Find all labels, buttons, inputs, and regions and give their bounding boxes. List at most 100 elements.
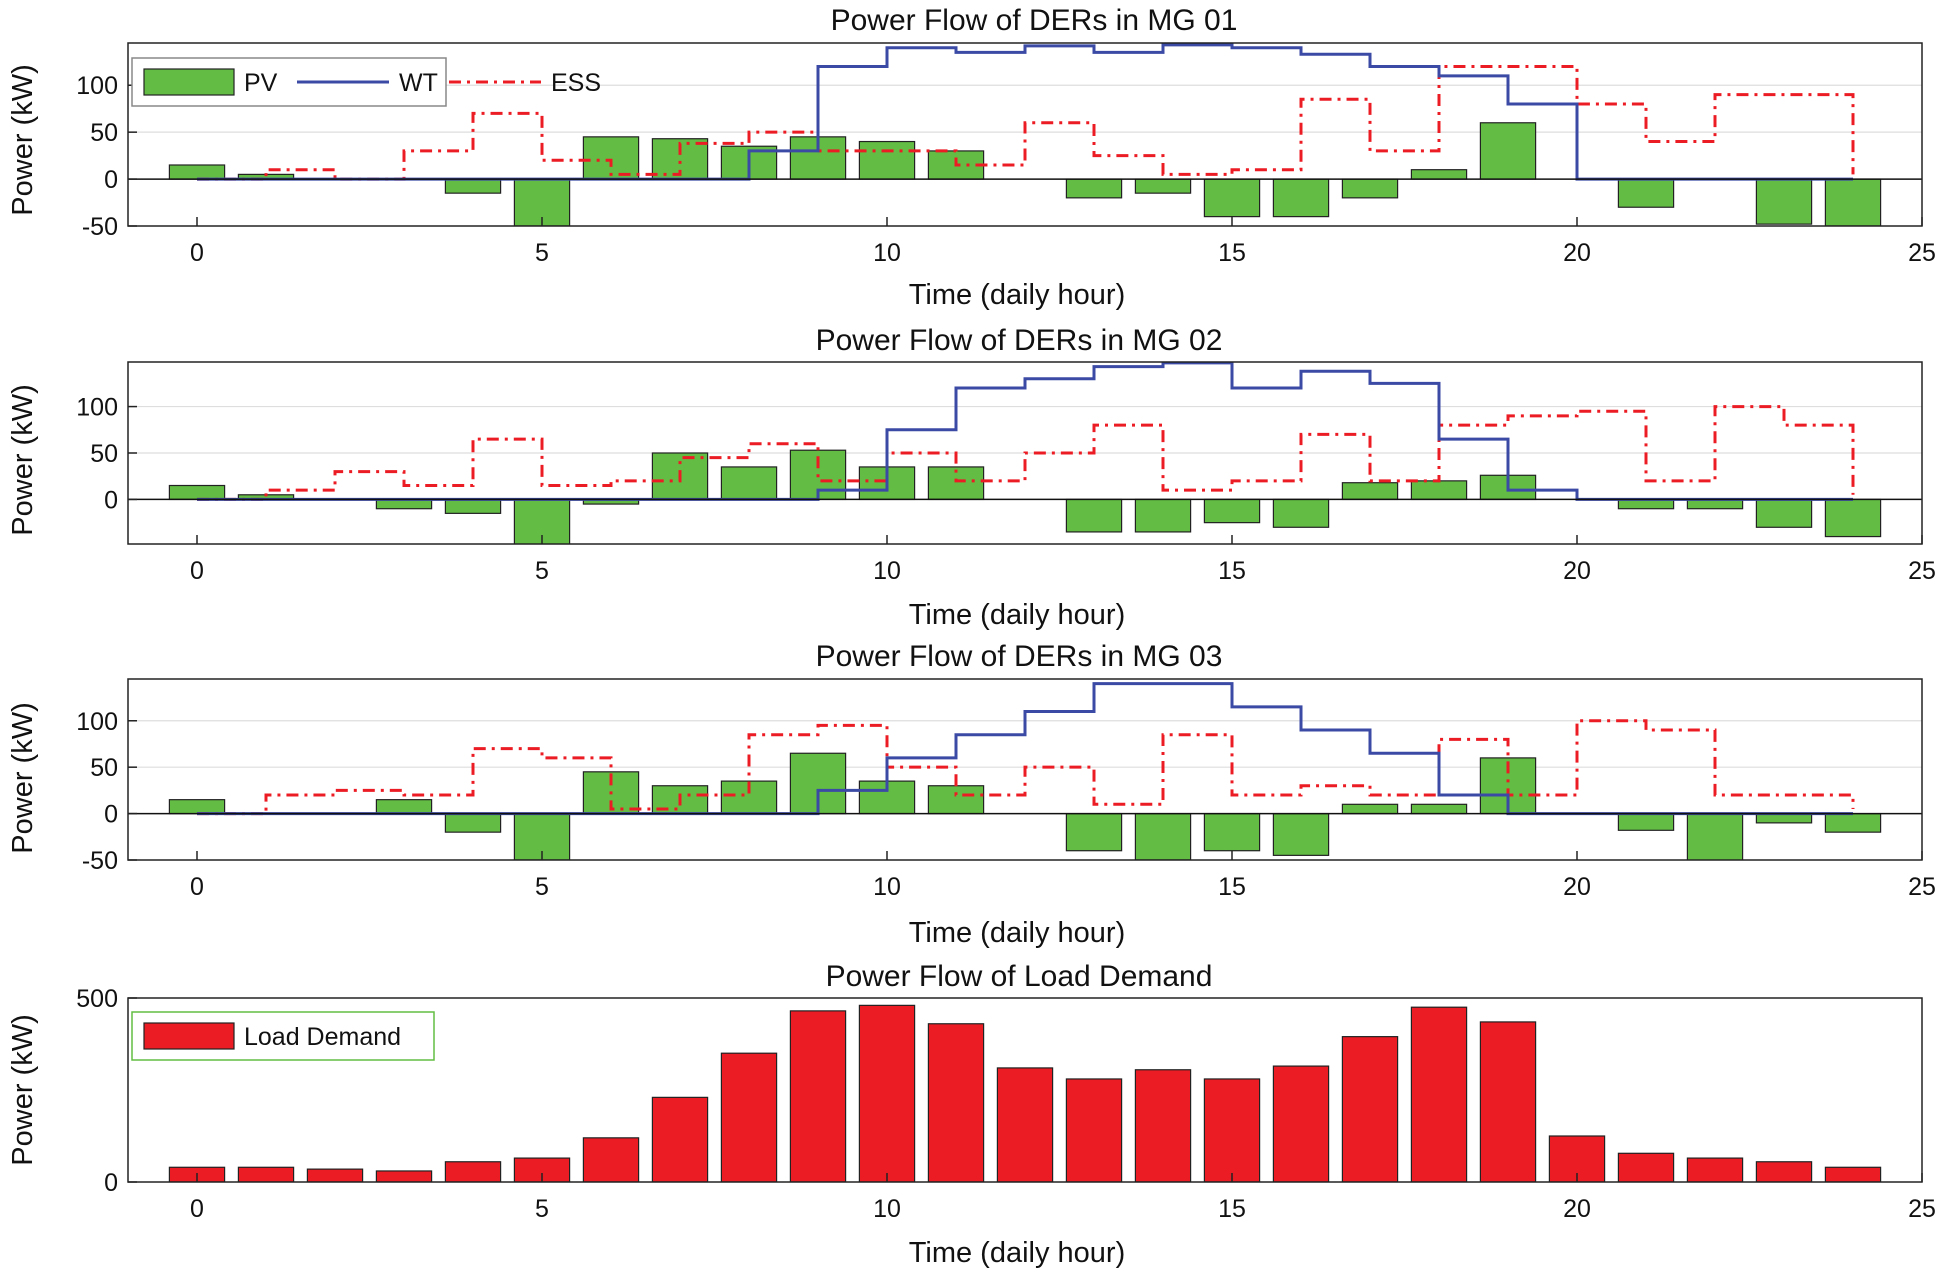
pv-bar [1272, 498, 1330, 528]
y-tick-label: 50 [90, 440, 118, 468]
load-bar [789, 1010, 847, 1182]
y-tick-label: -50 [82, 847, 118, 875]
panel-title-mg01: Power Flow of DERs in MG 01 [831, 4, 1238, 37]
pv-bar [1065, 812, 1123, 852]
load-bar [306, 1168, 364, 1182]
ess-stairs-line [197, 64, 1855, 181]
x-axis-label-load: Time (daily hour) [909, 1237, 1125, 1269]
pv-bar [1341, 803, 1399, 815]
load-bar [720, 1052, 778, 1182]
y-tick-label: 0 [104, 801, 118, 829]
x-tick-label: 25 [1908, 557, 1936, 585]
load-bar [1134, 1069, 1192, 1182]
plot-area-mg03: 0 5 10 15 20 25 -50 0 50 100 [76, 678, 1936, 901]
y-tick-label: -50 [82, 213, 118, 241]
x-tick-label: 5 [535, 239, 549, 267]
load-bar [1824, 1166, 1882, 1182]
x-tick-label: 10 [873, 873, 901, 901]
panel-mg03: Power Flow of DERs in MG 03 Time (daily … [7, 640, 1936, 949]
load-bar [1272, 1065, 1330, 1182]
y-tick-label: 100 [76, 394, 118, 422]
pv-bar [1203, 812, 1261, 852]
load-bar [582, 1137, 640, 1182]
panel-title-mg03: Power Flow of DERs in MG 03 [816, 640, 1223, 673]
pv-bar [858, 140, 916, 180]
pv-bar [1824, 812, 1882, 833]
x-tick-label: 20 [1563, 873, 1591, 901]
series-group [168, 362, 1882, 544]
pv-bar [1617, 812, 1675, 831]
x-tick-label: 25 [1908, 873, 1936, 901]
x-axis-label-mg01: Time (daily hour) [909, 279, 1125, 311]
y-tick-label: 100 [76, 708, 118, 736]
load-bar [1755, 1161, 1813, 1182]
y-tick-label: 0 [104, 1169, 118, 1197]
wt-legend-label: WT [399, 69, 438, 97]
ess-legend-label: ESS [551, 69, 601, 97]
load-bar [996, 1067, 1054, 1182]
load-bar [858, 1004, 916, 1182]
pv-bar [444, 498, 502, 514]
load-bar [375, 1170, 433, 1182]
pv-bar [1134, 178, 1192, 194]
pv-bar [168, 799, 226, 815]
load-bar [1203, 1078, 1261, 1182]
load-legend-swatch [143, 1022, 235, 1050]
load-bar [1686, 1157, 1744, 1182]
legend-load: Load Demand [131, 1011, 435, 1061]
y-axis-label-mg01: Power (kW) [7, 64, 39, 215]
y-axis-label-mg03: Power (kW) [7, 702, 39, 853]
panel-load-demand: Power Flow of Load Demand Time (daily ho… [7, 960, 1936, 1269]
pv-bar [720, 466, 778, 501]
y-tick-label: 0 [104, 166, 118, 194]
pv-bar [1410, 169, 1468, 180]
panel-mg02: Power Flow of DERs in MG 02 Time (daily … [7, 324, 1936, 631]
x-tick-label: 0 [190, 239, 204, 267]
x-tick-label: 25 [1908, 1195, 1936, 1223]
y-tick-label: 100 [76, 72, 118, 100]
ess-stairs-line [197, 719, 1855, 816]
pv-bar [1686, 812, 1744, 860]
axes-frame [127, 997, 1923, 1183]
series-group [168, 43, 1882, 226]
x-tick-label: 15 [1218, 873, 1246, 901]
pv-bar [1341, 178, 1399, 199]
x-tick-label: 5 [535, 873, 549, 901]
plot-area-mg02: 0 5 10 15 20 25 0 50 100 [76, 361, 1936, 585]
x-tick-label: 15 [1218, 1195, 1246, 1223]
x-tick-label: 25 [1908, 239, 1936, 267]
y-tick-label: 50 [90, 754, 118, 782]
pv-bar [1479, 122, 1537, 180]
x-tick-label: 10 [873, 239, 901, 267]
axes-frame [127, 678, 1923, 861]
x-tick-label: 5 [535, 1195, 549, 1223]
pv-bar [1410, 480, 1468, 501]
pv-bar [1617, 178, 1675, 208]
pv-bar [444, 812, 502, 833]
axes-frame [127, 42, 1923, 227]
y-axis-label-mg02: Power (kW) [7, 384, 39, 535]
pv-bar [1134, 812, 1192, 860]
load-bar [651, 1096, 709, 1182]
load-bar [1410, 1006, 1468, 1182]
pv-bar [1203, 178, 1261, 218]
pv-bar [1065, 498, 1123, 533]
pv-legend-label: PV [244, 69, 278, 97]
pv-bar [1203, 498, 1261, 524]
load-bar [1479, 1021, 1537, 1182]
x-tick-label: 15 [1218, 557, 1246, 585]
x-tick-label: 5 [535, 557, 549, 585]
pv-bar [1341, 482, 1399, 501]
y-axis-label-load: Power (kW) [7, 1014, 39, 1165]
pv-bar [1065, 178, 1123, 199]
legend-mg01: PV WT ESS [131, 57, 601, 107]
x-tick-label: 0 [190, 1195, 204, 1223]
x-tick-label: 20 [1563, 239, 1591, 267]
load-bar [237, 1166, 295, 1182]
pv-bar [1824, 178, 1882, 226]
ess-stairs-line [197, 405, 1855, 501]
panel-title-load: Power Flow of Load Demand [826, 960, 1213, 993]
pv-bar [375, 799, 433, 815]
panel-mg01: Power Flow of DERs in MG 01 Time (daily … [7, 4, 1936, 311]
